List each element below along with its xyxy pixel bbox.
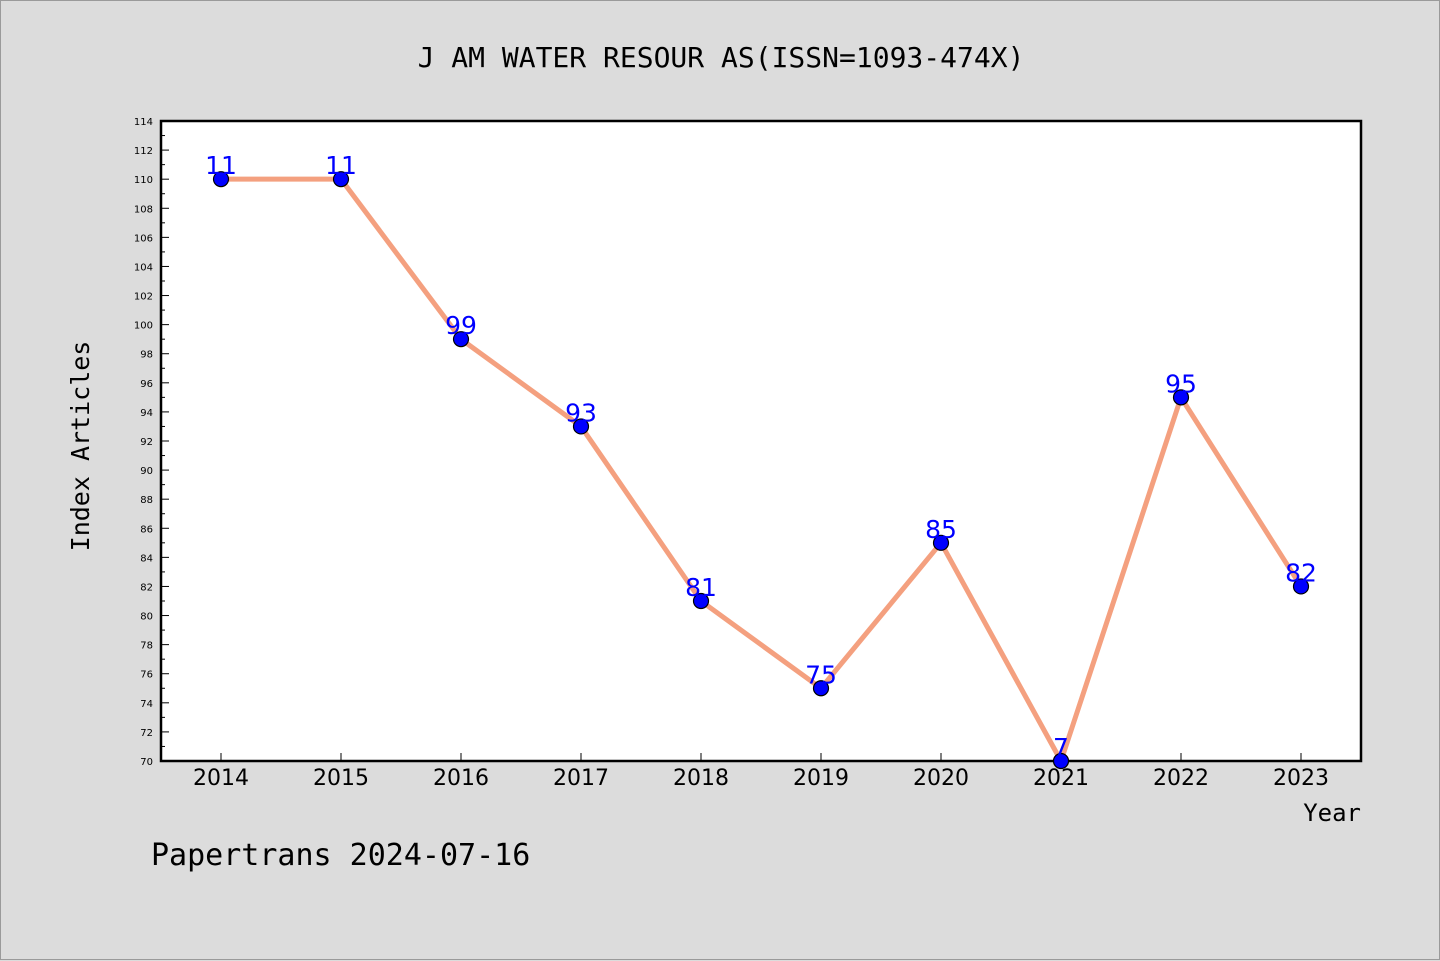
y-tick-label: 100 (134, 321, 153, 332)
y-tick-label: 110 (134, 175, 153, 186)
x-tick-label: 2015 (313, 766, 369, 791)
data-label: 99 (445, 311, 477, 340)
data-point (212, 171, 230, 188)
y-tick-label: 102 (134, 292, 153, 303)
x-tick-label: 2016 (433, 766, 489, 791)
x-tick-label: 2021 (1033, 766, 1089, 791)
y-tick-label: 82 (140, 582, 153, 593)
series-line (218, 176, 1304, 764)
x-tick-label: 2019 (793, 766, 849, 791)
data-labels: 11 11 99 93 81 75 85 7 95 82 (205, 151, 1317, 762)
y-tick-label: 106 (134, 233, 153, 244)
y-tick-label: 78 (140, 641, 153, 652)
plot-area (159, 119, 1363, 763)
x-axis-label: Year (1303, 799, 1361, 827)
y-axis: 70 72 74 76 78 80 82 84 86 88 90 92 94 96 98 100 102 104 1… (134, 117, 169, 768)
data-label: 75 (805, 660, 837, 689)
data-point (1172, 389, 1190, 406)
data-point (692, 592, 710, 610)
y-tick-label: 76 (140, 670, 153, 681)
x-tick-label: 2023 (1273, 766, 1329, 791)
data-point (572, 418, 590, 435)
data-point (332, 171, 350, 188)
data-point (932, 534, 950, 551)
chart-title: J AM WATER RESOUR AS(ISSN=1093-474X) (418, 41, 1025, 74)
data-label: 93 (565, 398, 597, 427)
data-label: 11 (205, 151, 237, 180)
series-markers (212, 171, 1310, 770)
data-label: 82 (1285, 558, 1317, 587)
y-axis-label: Index Articles (66, 341, 95, 552)
y-tick-label: 112 (134, 146, 153, 157)
data-point (452, 331, 470, 348)
footer-text: Papertrans 2024-07-16 (151, 838, 530, 873)
y-tick-label: 94 (140, 408, 153, 419)
data-label: 11 (325, 151, 357, 180)
data-point (1052, 752, 1070, 770)
x-tick-label: 2020 (913, 766, 969, 791)
data-point (1292, 578, 1310, 595)
data-label: 7 (1053, 733, 1069, 762)
y-tick-label: 86 (140, 524, 153, 535)
y-tick-label: 98 (140, 350, 153, 361)
x-tick-label: 2018 (673, 766, 729, 791)
data-label: 95 (1165, 369, 1197, 398)
y-tick-label: 90 (140, 466, 153, 477)
y-tick-label: 108 (134, 204, 153, 215)
y-tick-label: 72 (140, 728, 153, 739)
x-axis: 2014 2015 2016 2017 2018 2019 2020 2021 2022 2023 (193, 753, 1329, 791)
data-label: 81 (685, 573, 717, 602)
y-tick-label: 104 (134, 262, 153, 273)
data-point (812, 680, 830, 697)
x-tick-label: 2017 (553, 766, 609, 791)
y-tick-label: 96 (140, 379, 153, 390)
y-tick-label: 88 (140, 495, 153, 506)
y-tick-label: 70 (140, 757, 153, 768)
y-tick-label: 80 (140, 612, 153, 623)
y-tick-label: 92 (140, 437, 153, 448)
y-tick-label: 84 (140, 553, 153, 564)
x-tick-label: 2022 (1153, 766, 1209, 791)
y-tick-label: 74 (140, 699, 153, 710)
data-label: 85 (925, 515, 957, 544)
y-tick-label: 114 (134, 117, 153, 128)
series-polyline (218, 176, 1304, 764)
x-tick-label: 2014 (193, 766, 249, 791)
